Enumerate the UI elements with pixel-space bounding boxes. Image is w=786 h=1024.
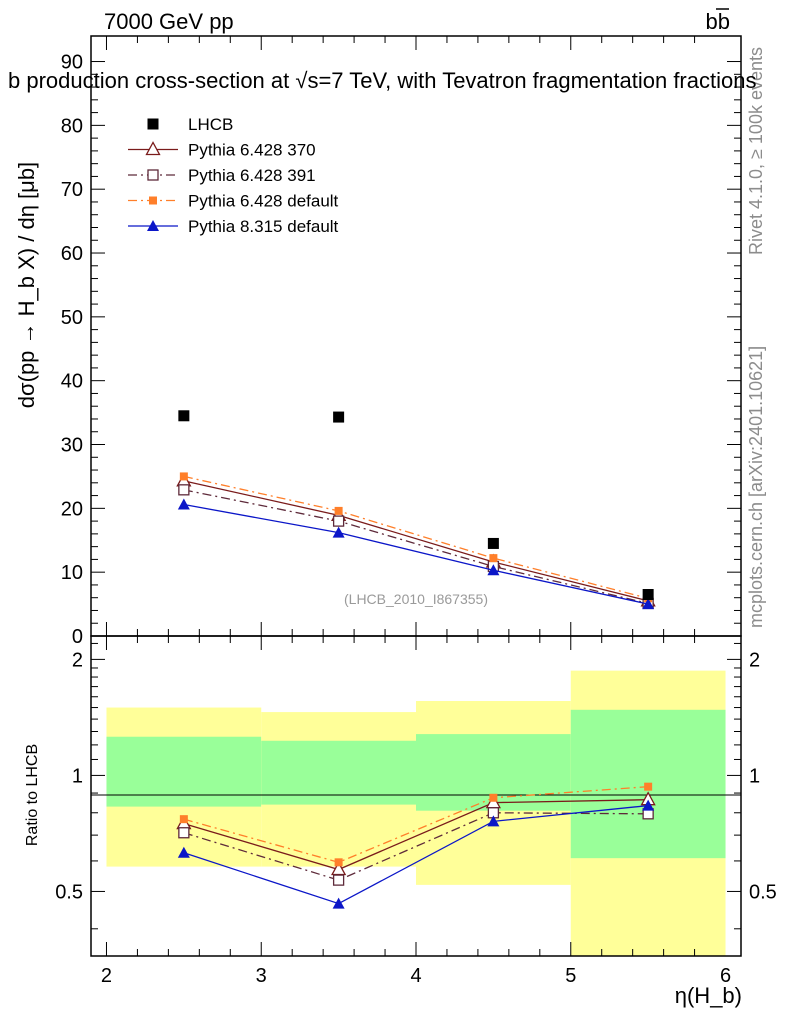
legend-item-pythia-8-315-default: Pythia 8.315 default (128, 217, 339, 236)
data-point-pythia-6-428-391 (178, 484, 190, 496)
series-line-pythia-6-428-default (183, 475, 649, 599)
process-label: bb (706, 9, 730, 34)
ratio-line-pythia-8-315-default (183, 804, 649, 905)
ratio-series-layer (176, 782, 656, 909)
main-y-tick-label: 20 (61, 498, 83, 520)
main-y-tick-label: 50 (61, 307, 83, 329)
ratio-y-tick-label-right: 2 (749, 649, 760, 671)
series-pythia-8-315-default (177, 498, 655, 610)
x-tick-label: 3 (256, 965, 267, 987)
ratio-y-tick-label-left: 2 (72, 649, 83, 671)
legend: LHCB Pythia 6.428 370 Pythia 6.428 391 Pyth… (128, 115, 339, 236)
data-point-pythia-6-428-default (334, 506, 343, 515)
ratio-panel: 0.5 0.5 1 1 2 2 2 3 4 5 6 (55, 635, 777, 987)
legend-label: Pythia 8.315 default (188, 217, 339, 236)
data-point-pythia-8-315-default (487, 564, 500, 576)
ratio-series-pythia-8-315-default (177, 799, 655, 909)
ratio-line-pythia-6-428-default (183, 786, 649, 864)
ratio-point-pythia-6-428-391 (332, 874, 345, 886)
ratio-y-tick-label-right: 1 (749, 765, 760, 787)
data-point-lhcb (642, 589, 654, 601)
ratio-band-green (261, 740, 416, 805)
series-pythia-6-428-370 (176, 472, 656, 607)
ratio-series-pythia-6-428-default (179, 782, 653, 867)
main-y-axis-label-text: dσ(pp → H_b X) / dη [μb] (14, 162, 39, 408)
mcplots-label: mcplots.cern.ch [arXiv:2401.10621] (746, 346, 766, 628)
main-panel: 0 10 20 30 40 50 60 70 80 90 (LHCB_2010_I867355) (61, 35, 742, 648)
beam-label: 7000 GeV pp (104, 9, 234, 34)
legend-item-pythia-6-428-default: Pythia 6.428 default (128, 192, 339, 211)
main-y-tick-label: 70 (61, 179, 83, 201)
ratio-point-pythia-8-315-default (332, 897, 345, 909)
legend-marker (149, 196, 157, 205)
main-y-tick-label: 0 (72, 626, 83, 648)
data-point-lhcb (178, 410, 190, 422)
ratio-y-tick-label-left: 1 (72, 765, 83, 787)
main-y-tick-label: 80 (61, 115, 83, 137)
rivet-version-label: Rivet 4.1.0, ≥ 100k events (746, 47, 766, 255)
main-y-tick-label: 60 (61, 243, 83, 265)
legend-marker (147, 220, 159, 231)
series-pythia-6-428-default (179, 472, 653, 603)
series-line-pythia-6-428-391 (183, 489, 649, 605)
main-y-axis-label: dσ(pp → H_b X) / dη [μb] (14, 162, 39, 408)
reference-label: (LHCB_2010_I867355) (344, 591, 488, 607)
x-tick-label: 2 (101, 965, 112, 987)
series-line-pythia-6-428-370 (183, 480, 649, 602)
plot-title: b production cross-section at √s=7 TeV, … (8, 68, 756, 93)
main-y-tick-label: 40 (61, 371, 83, 393)
data-point-pythia-8-315-default (642, 598, 655, 610)
main-y-tick-label: 10 (61, 562, 83, 584)
main-y-tick-label: 30 (61, 435, 83, 457)
legend-label: LHCB (188, 115, 233, 134)
ratio-point-pythia-6-428-default (334, 858, 343, 867)
ratio-y-tick-label-left: 0.5 (55, 881, 83, 903)
legend-marker (145, 141, 161, 156)
legend-marker (147, 169, 159, 181)
ratio-line-pythia-6-428-370 (183, 799, 649, 871)
legend-marker (147, 118, 159, 130)
ratio-point-pythia-6-428-default (179, 815, 188, 824)
x-tick-label: 6 (720, 965, 731, 987)
data-point-pythia-6-428-default (179, 472, 188, 481)
ratio-y-tick-label-right: 0.5 (749, 881, 777, 903)
legend-label: Pythia 6.428 default (188, 192, 339, 211)
ratio-y-axis-label: Ratio to LHCB (24, 744, 41, 846)
ratio-point-pythia-8-315-default (487, 815, 500, 827)
ratio-point-pythia-6-428-391 (178, 827, 190, 839)
legend-label: Pythia 6.428 391 (188, 166, 316, 185)
ratio-line-pythia-6-428-391 (183, 812, 649, 881)
ratio-uncertainty-bands (106, 670, 726, 956)
ratio-frame (90, 635, 742, 957)
main-y-tick-label: 90 (61, 52, 83, 74)
x-tick-label: 5 (565, 965, 576, 987)
ratio-point-pythia-8-315-default (177, 846, 190, 858)
series-lhcb (178, 410, 654, 601)
ratio-axis-ticks: 0.5 0.5 1 1 2 2 2 3 4 5 6 (55, 636, 777, 987)
main-series-layer (176, 410, 656, 610)
data-point-lhcb (487, 537, 499, 549)
data-point-lhcb (333, 411, 345, 423)
x-axis-label: η(H_b) (675, 983, 742, 1008)
data-point-pythia-8-315-default (332, 526, 345, 538)
legend-item-lhcb: LHCB (147, 115, 233, 134)
ratio-band-green (106, 736, 262, 807)
data-point-pythia-6-428-391 (332, 515, 345, 527)
ratio-point-pythia-6-428-default (644, 782, 653, 791)
data-point-pythia-8-315-default (177, 498, 190, 510)
data-point-pythia-6-428-default (489, 554, 498, 563)
x-tick-label: 4 (410, 965, 421, 987)
ratio-point-pythia-6-428-default (489, 793, 498, 802)
legend-label: Pythia 6.428 370 (188, 141, 316, 160)
series-line-pythia-8-315-default (183, 503, 649, 605)
legend-item-pythia-6-428-391: Pythia 6.428 391 (128, 166, 316, 185)
ratio-point-pythia-8-315-default (642, 799, 655, 811)
legend-item-pythia-6-428-370: Pythia 6.428 370 (128, 141, 316, 160)
main-axis-ticks: 0 10 20 30 40 50 60 70 80 90 (61, 36, 741, 648)
